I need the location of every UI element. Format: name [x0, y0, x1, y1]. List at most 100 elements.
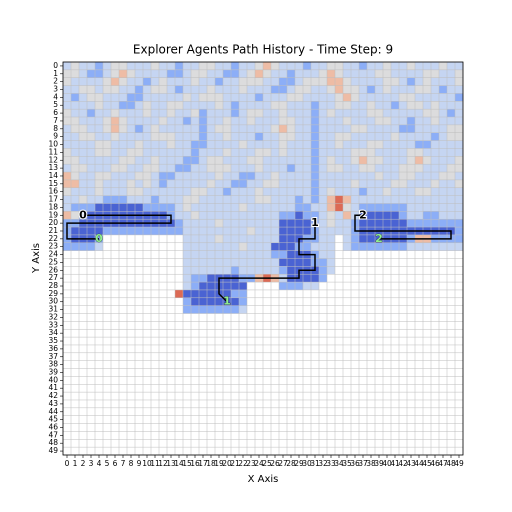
heat-cell: [255, 203, 263, 212]
heat-cell: [159, 117, 167, 125]
heat-cell: [199, 227, 207, 235]
heat-cell: [143, 124, 151, 133]
heat-cell: [335, 179, 343, 188]
heat-cell: [87, 172, 95, 180]
heat-cell: [423, 187, 431, 196]
heat-cell: [127, 187, 135, 196]
heat-cell: [375, 124, 383, 133]
heat-cell: [279, 164, 287, 173]
heat-cell: [383, 219, 391, 228]
heat-cell: [335, 187, 343, 196]
x-tick-label: 26: [270, 459, 280, 468]
heat-cell: [311, 124, 319, 133]
heat-cell: [135, 172, 143, 180]
heat-cell: [335, 172, 343, 180]
heat-cell: [303, 219, 311, 228]
heat-cell: [239, 187, 247, 196]
heat-cell: [103, 195, 111, 204]
heat-cell: [271, 172, 279, 180]
heat-cell: [367, 148, 375, 157]
heat-cell: [207, 250, 215, 259]
y-tick-label: 40: [48, 375, 58, 384]
heat-cell: [175, 85, 183, 94]
heat-cell: [191, 69, 199, 78]
heat-cell: [87, 156, 95, 165]
heat-cell: [279, 234, 287, 243]
heat-cell: [455, 187, 463, 196]
heat-cell: [335, 148, 343, 157]
heat-cell: [383, 187, 391, 196]
heat-cell: [183, 266, 191, 275]
heat-cell: [439, 156, 447, 165]
heat-cell: [271, 164, 279, 173]
heat-cell: [279, 266, 287, 275]
heat-cell: [367, 164, 375, 173]
heat-cell: [295, 62, 303, 70]
heat-cell: [311, 69, 319, 78]
heat-cell: [431, 195, 439, 204]
heat-cell: [159, 187, 167, 196]
heat-cell: [407, 124, 415, 133]
heat-cell: [175, 140, 183, 149]
heat-cell: [231, 187, 239, 196]
heat-cell: [63, 203, 71, 212]
heat-cell: [79, 187, 87, 196]
heat-cell: [327, 250, 335, 259]
x-tick-label: 41: [390, 459, 400, 468]
heat-cell: [63, 148, 71, 157]
heat-cell: [95, 156, 103, 165]
heat-cell: [183, 62, 191, 70]
heat-cell: [159, 77, 167, 86]
heat-cell: [367, 69, 375, 78]
y-tick-label: 19: [48, 210, 58, 219]
heat-cell: [79, 109, 87, 118]
heat-cell: [143, 203, 151, 212]
heat-cell: [311, 85, 319, 94]
heat-cell: [135, 227, 143, 235]
heat-cell: [127, 117, 135, 125]
heat-cell: [367, 179, 375, 188]
heat-cell: [319, 242, 327, 251]
heat-cell: [407, 219, 415, 228]
heat-cell: [231, 179, 239, 188]
heat-cell: [71, 101, 79, 110]
heat-cell: [183, 85, 191, 94]
heat-cell: [383, 69, 391, 78]
agent-start-label: 2: [359, 208, 367, 221]
heat-cell: [183, 156, 191, 165]
heat-cell: [367, 187, 375, 196]
x-tick-label: 38: [366, 459, 376, 468]
x-tick-label: 11: [150, 459, 160, 468]
heat-cell: [247, 242, 255, 251]
heat-cell: [279, 282, 287, 290]
heat-cell: [183, 250, 191, 259]
heat-cell: [175, 289, 183, 298]
heat-cell: [143, 172, 151, 180]
heat-cell: [103, 132, 111, 141]
heat-cell: [303, 172, 311, 180]
y-tick-label: 29: [48, 289, 58, 298]
heat-cell: [223, 140, 231, 149]
heat-cell: [263, 242, 271, 251]
heat-cell: [199, 250, 207, 259]
y-tick-label: 2: [53, 77, 58, 86]
heat-cell: [143, 85, 151, 94]
heat-cell: [335, 156, 343, 165]
heat-cell: [151, 69, 159, 78]
x-tick-label: 39: [374, 459, 384, 468]
heat-cell: [215, 258, 223, 267]
heat-cell: [407, 101, 415, 110]
heat-cell: [111, 172, 119, 180]
heat-cell: [431, 172, 439, 180]
heat-cell: [327, 117, 335, 125]
heat-cell: [359, 62, 367, 70]
y-tick-label: 12: [48, 155, 58, 164]
heat-cell: [263, 77, 271, 86]
heat-cell: [135, 140, 143, 149]
heat-cell: [439, 242, 447, 251]
heat-cell: [159, 85, 167, 94]
heat-cell: [447, 148, 455, 157]
heat-cell: [439, 132, 447, 141]
heat-cell: [87, 69, 95, 78]
heat-cell: [359, 148, 367, 157]
